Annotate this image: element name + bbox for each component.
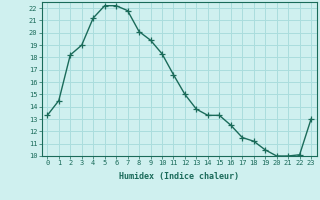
X-axis label: Humidex (Indice chaleur): Humidex (Indice chaleur) — [119, 172, 239, 181]
